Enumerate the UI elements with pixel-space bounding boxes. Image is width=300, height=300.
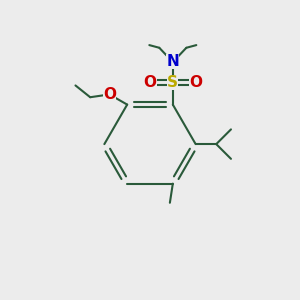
Text: N: N <box>167 54 179 69</box>
Text: S: S <box>167 75 178 90</box>
Text: O: O <box>189 75 202 90</box>
Text: O: O <box>103 87 116 102</box>
Text: O: O <box>144 75 157 90</box>
